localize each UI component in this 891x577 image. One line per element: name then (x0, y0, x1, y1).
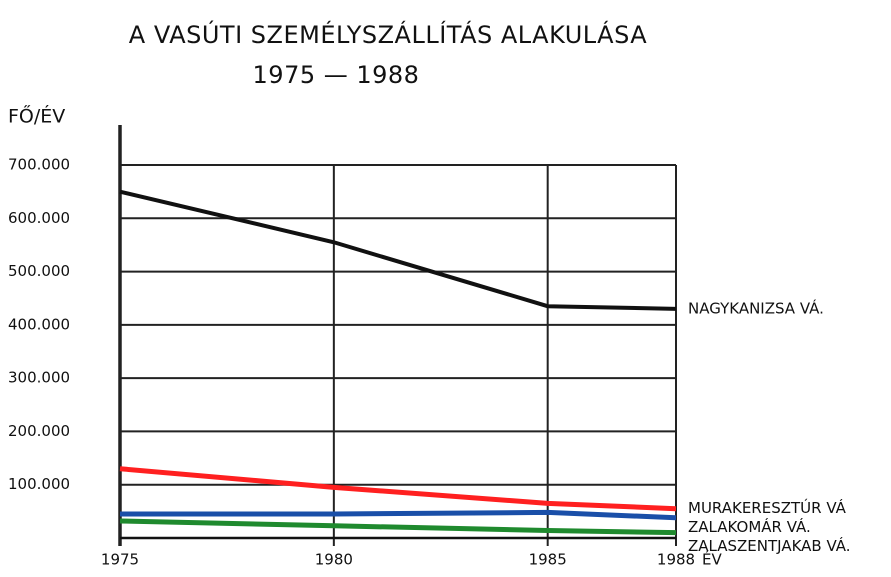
y-tick-label: 600.000 (8, 209, 70, 227)
series-line (120, 509, 677, 521)
x-axis-label: ÉV (702, 550, 722, 569)
y-tick-label: 300.000 (8, 369, 70, 387)
series-label: NAGYKANIZSA VÁ. (688, 298, 824, 317)
series-line (119, 189, 677, 311)
series-label: MURAKERESZTÚR VÁ (688, 498, 847, 517)
x-tick-label: 1985 (529, 551, 567, 569)
x-tick-label: 1988 (657, 551, 695, 569)
chart-subtitle: 1975 — 1988 (253, 61, 420, 89)
y-tick-label: 200.000 (8, 422, 70, 440)
y-tick-label: 400.000 (8, 315, 70, 333)
chart-title: A VASÚTI SZEMÉLYSZÁLLÍTÁS ALAKULÁSA (129, 19, 648, 49)
y-axis-label: FŐ/ÉV (8, 104, 65, 128)
x-tick-label: 1975 (101, 551, 139, 569)
series-label: ZALASZENTJAKAB VÁ. (688, 536, 851, 555)
y-tick-label: 700.000 (8, 156, 70, 174)
y-tick-label: 500.000 (8, 262, 70, 280)
series-label: ZALAKOMÁR VÁ. (688, 517, 811, 536)
y-tick-label: 100.000 (8, 475, 70, 493)
series-line (119, 518, 677, 536)
series-line (119, 466, 677, 512)
x-tick-label: 1980 (315, 551, 353, 569)
